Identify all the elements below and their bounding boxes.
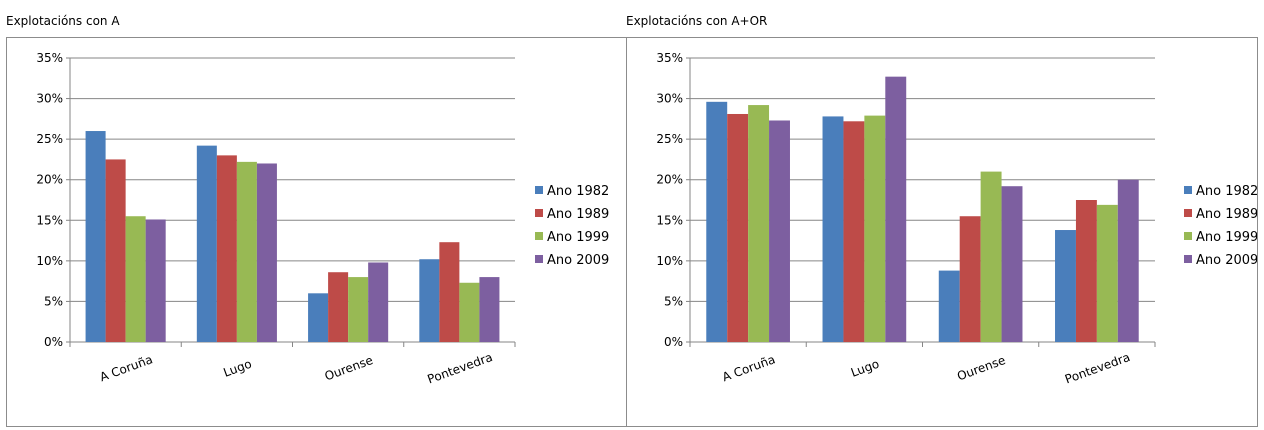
x-tick-label-ourense: Ourense [955,353,1007,383]
y-tick-label: 35% [656,51,683,65]
x-tick-label-a-coruna: A Coruña [720,352,777,384]
x-tick-label-lugo: Lugo [221,357,253,380]
bar-lugo-ano-2009 [885,76,907,343]
legend-swatch-ano-1989 [535,209,543,217]
legend-swatch-ano-2009 [1184,255,1192,263]
bar-lugo-ano-1999 [236,161,257,342]
bar-ourense-ano-1999 [980,171,1002,342]
legend-label-ano-1989: Ano 1989 [547,207,609,222]
legend-swatch-ano-2009 [535,255,543,263]
legend-label-ano-1999: Ano 1999 [547,230,609,245]
y-tick-label: 25% [656,132,683,146]
bar-ourense-ano-2009 [1001,186,1023,342]
bar-a-coruna-ano-1982 [85,131,106,342]
x-tick-label-ourense: Ourense [323,353,375,383]
legend-label-ano-2009: Ano 2009 [1196,253,1257,268]
chart-1-title: Explotacións con A [6,14,120,28]
legend-label-ano-1989: Ano 1989 [1196,207,1257,222]
bar-a-coruna-ano-1982 [706,101,728,342]
bar-a-coruna-ano-2009 [145,219,166,342]
legend-label-ano-1982: Ano 1982 [547,184,609,199]
bar-pontevedra-ano-1982 [1055,230,1076,342]
chart-2-title: Explotacións con A+OR [626,14,768,28]
bar-lugo-ano-1989 [843,121,865,342]
bar-lugo-ano-1999 [864,115,886,343]
bar-a-coruna-ano-1989 [105,159,126,342]
y-tick-label: 0% [44,335,63,349]
bar-ourense-ano-1999 [348,277,369,342]
x-tick-label-a-coruna: A Coruña [98,352,155,384]
bar-pontevedra-ano-2009 [479,277,500,342]
y-tick-label: 5% [664,294,683,308]
bar-pontevedra-ano-1999 [1096,204,1118,342]
chart-2-frame: 0% 5% 10% 15% 20% 25% 30% 35% A Coruña Lugo Ourens… [626,37,1258,427]
bar-ourense-ano-1982 [308,293,329,342]
x-tick-label-pontevedra: Pontevedra [426,350,495,386]
legend-swatch-ano-1982 [1184,186,1192,194]
y-tick-label: 30% [36,92,63,106]
legend-swatch-ano-1999 [535,232,543,240]
bar-pontevedra-ano-1999 [459,282,480,342]
y-tick-label: 10% [36,254,63,268]
bar-a-coruna-ano-1989 [727,113,749,342]
bar-ourense-ano-2009 [368,262,389,342]
bar-pontevedra-ano-2009 [1117,179,1139,342]
chart-1-frame: 0% 5% 10% 15% 20% 25% 30% 35% A Coruña Lugo Ourens… [6,37,633,427]
y-tick-label: 10% [656,254,683,268]
y-tick-label: 20% [656,173,683,187]
y-tick-label: 15% [36,213,63,227]
legend-label-ano-1982: Ano 1982 [1196,184,1257,199]
legend-label-ano-1999: Ano 1999 [1196,230,1257,245]
bar-lugo-ano-1982 [196,145,217,342]
legend-swatch-ano-1999 [1184,232,1192,240]
legend-swatch-ano-1982 [535,186,543,194]
legend-swatch-ano-1989 [1184,209,1192,217]
y-tick-label: 30% [656,92,683,106]
bar-pontevedra-ano-1989 [1075,200,1097,342]
bar-pontevedra-ano-1982 [419,259,440,342]
x-tick-label-pontevedra: Pontevedra [1063,350,1132,386]
y-tick-label: 0% [664,335,683,349]
bar-ourense-ano-1982 [938,270,960,342]
bar-a-coruna-ano-1999 [748,105,770,342]
chart-1: 0% 5% 10% 15% 20% 25% 30% 35% A Coruña Lugo Ourens… [36,51,609,386]
bar-lugo-ano-1989 [216,155,237,342]
bar-a-coruna-ano-2009 [769,120,790,342]
bar-a-coruna-ano-1999 [125,216,146,342]
y-tick-label: 15% [656,213,683,227]
y-tick-label: 5% [44,294,63,308]
chart-2: 0% 5% 10% 15% 20% 25% 30% 35% A Coruña Lugo Ourens… [656,51,1258,386]
bar-ourense-ano-1989 [328,272,349,342]
y-tick-label: 35% [36,51,63,65]
legend-label-ano-2009: Ano 2009 [547,253,609,268]
bar-ourense-ano-1989 [959,216,981,342]
y-tick-label: 20% [36,173,63,187]
bar-pontevedra-ano-1989 [439,242,460,342]
y-tick-label: 25% [36,132,63,146]
x-tick-label-lugo: Lugo [849,357,881,380]
bar-lugo-ano-1982 [822,116,844,343]
bar-lugo-ano-2009 [256,163,277,342]
